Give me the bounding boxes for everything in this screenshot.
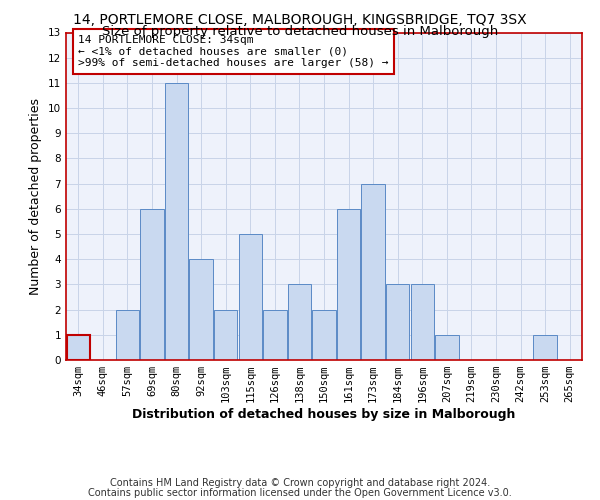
- Bar: [288, 284, 311, 360]
- Bar: [165, 83, 188, 360]
- Text: 14, PORTLEMORE CLOSE, MALBOROUGH, KINGSBRIDGE, TQ7 3SX: 14, PORTLEMORE CLOSE, MALBOROUGH, KINGSB…: [73, 12, 527, 26]
- Bar: [214, 310, 238, 360]
- X-axis label: Distribution of detached houses by size in Malborough: Distribution of detached houses by size …: [133, 408, 515, 421]
- Bar: [361, 184, 385, 360]
- Text: Size of property relative to detached houses in Malborough: Size of property relative to detached ho…: [102, 25, 498, 38]
- Bar: [239, 234, 262, 360]
- Bar: [435, 335, 458, 360]
- Bar: [116, 310, 139, 360]
- Bar: [263, 310, 287, 360]
- Text: Contains public sector information licensed under the Open Government Licence v3: Contains public sector information licen…: [88, 488, 512, 498]
- Bar: [140, 209, 164, 360]
- Text: 14 PORTLEMORE CLOSE: 34sqm
← <1% of detached houses are smaller (0)
>99% of semi: 14 PORTLEMORE CLOSE: 34sqm ← <1% of deta…: [78, 35, 389, 68]
- Bar: [67, 335, 90, 360]
- Bar: [190, 259, 213, 360]
- Bar: [313, 310, 335, 360]
- Text: Contains HM Land Registry data © Crown copyright and database right 2024.: Contains HM Land Registry data © Crown c…: [110, 478, 490, 488]
- Bar: [533, 335, 557, 360]
- Y-axis label: Number of detached properties: Number of detached properties: [29, 98, 43, 294]
- Bar: [386, 284, 409, 360]
- Bar: [337, 209, 360, 360]
- Bar: [410, 284, 434, 360]
